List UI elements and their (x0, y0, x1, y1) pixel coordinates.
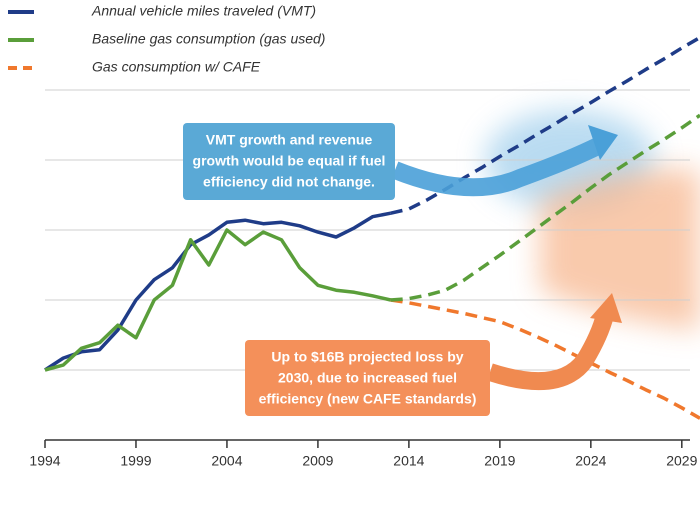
callout-box (245, 340, 490, 416)
callout-text: growth would be equal if fuel (193, 153, 386, 169)
data-line (44, 211, 392, 372)
x-tick-label: 2019 (484, 453, 515, 469)
x-tick-label: 2009 (302, 453, 333, 469)
data-line (390, 35, 700, 215)
callout-text: 2030, due to increased fuel (278, 370, 457, 386)
callout-text: efficiency (new CAFE standards) (259, 391, 477, 407)
x-tick-label: 2029 (666, 453, 697, 469)
x-tick-label: 2014 (393, 453, 424, 469)
arrow-head (590, 293, 622, 323)
callout-text: Up to $16B projected loss by (271, 349, 463, 365)
callout-arrow (487, 312, 614, 391)
data-line (390, 113, 700, 302)
callout-box (183, 123, 395, 200)
callout-text: efficiency did not change. (203, 174, 375, 190)
x-tick-label: 2004 (211, 453, 242, 469)
x-tick-label: 2024 (575, 453, 606, 469)
data-line (44, 228, 392, 372)
callout-arrow (391, 136, 605, 197)
legend-label: Annual vehicle miles traveled (VMT) (91, 3, 316, 19)
orange-glow (540, 169, 700, 330)
x-tick-label: 1994 (29, 453, 60, 469)
legend-label: Baseline gas consumption (gas used) (92, 31, 325, 47)
arrow-head (588, 125, 618, 160)
legend-label: Gas consumption w/ CAFE (92, 59, 261, 75)
data-line (390, 298, 700, 420)
callout-text: VMT growth and revenue (206, 132, 373, 148)
x-tick-label: 1999 (120, 453, 151, 469)
